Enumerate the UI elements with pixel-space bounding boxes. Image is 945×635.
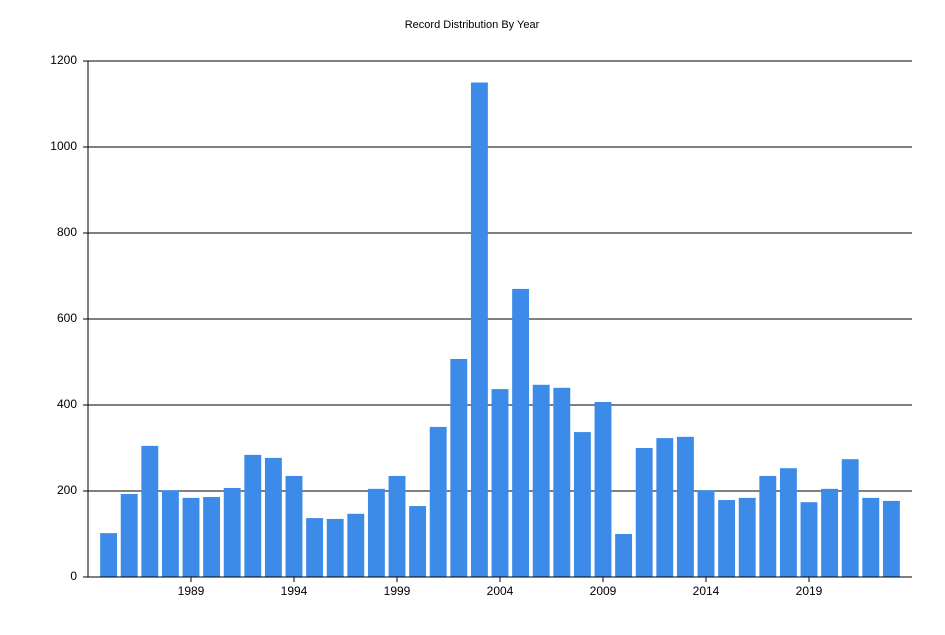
bar: [573, 432, 591, 577]
bar: [450, 358, 468, 577]
bar: [367, 488, 385, 577]
y-tick-label: 400: [57, 397, 77, 411]
bar: [203, 497, 221, 577]
bar: [594, 401, 612, 577]
x-tick-label: 1994: [281, 584, 308, 598]
bar: [841, 459, 859, 577]
x-tick-label: 2014: [693, 584, 720, 598]
y-tick-label: 1200: [50, 53, 77, 67]
bar: [347, 513, 365, 577]
bar: [244, 454, 262, 577]
bar: [141, 445, 159, 577]
bar: [862, 497, 880, 577]
x-tick-label: 2009: [590, 584, 617, 598]
y-tick-label: 0: [70, 569, 77, 583]
bar: [800, 502, 818, 577]
y-tick-label: 800: [57, 225, 77, 239]
bar: [161, 490, 179, 577]
bar: [882, 500, 900, 577]
bar: [656, 438, 674, 577]
bar: [264, 457, 282, 577]
x-tick-label: 1989: [178, 584, 205, 598]
bar: [429, 426, 447, 577]
bar: [635, 448, 653, 577]
bar: [409, 506, 427, 577]
y-tick-label: 1000: [50, 139, 77, 153]
bar: [100, 533, 118, 577]
bar: [182, 497, 200, 577]
bar: [120, 494, 138, 577]
bar: [532, 384, 550, 577]
bar: [615, 534, 633, 577]
bar: [759, 475, 777, 577]
bar: [306, 518, 324, 577]
y-tick-label: 200: [57, 483, 77, 497]
x-tick-label: 2004: [487, 584, 514, 598]
bar: [326, 518, 344, 577]
bar: [676, 436, 694, 577]
x-tick-label: 1999: [384, 584, 411, 598]
bar: [388, 475, 406, 577]
chart-title: Record Distribution By Year: [405, 19, 540, 31]
bar: [285, 475, 303, 577]
bar: [779, 468, 797, 577]
bar: [553, 387, 571, 577]
bar: [512, 288, 530, 577]
bar: [697, 490, 715, 577]
bar: [223, 487, 241, 577]
bar: [718, 500, 736, 577]
x-tick-label: 2019: [796, 584, 823, 598]
bar: [470, 82, 488, 577]
y-tick-label: 600: [57, 311, 77, 325]
bar: [738, 497, 756, 577]
bar: [491, 389, 509, 577]
bar: [821, 488, 839, 577]
